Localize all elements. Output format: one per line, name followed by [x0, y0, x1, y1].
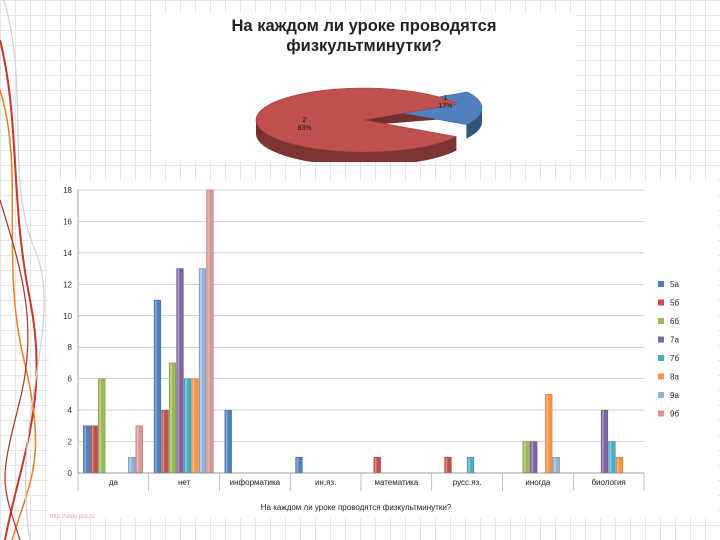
bar-highlight: [155, 300, 157, 473]
bar-highlight: [207, 190, 210, 473]
bar-highlight: [468, 457, 470, 473]
bar-highlight: [296, 457, 299, 473]
legend-label: 8а: [670, 373, 679, 382]
legend-swatch-5а: [658, 281, 664, 287]
legend-swatch-8а: [658, 373, 664, 380]
legend-label: 9б: [670, 410, 679, 419]
legend-label: 6б: [670, 317, 679, 326]
bar-highlight: [99, 379, 101, 473]
x-tick-label: биология: [592, 478, 626, 487]
legend-swatch-7б: [658, 355, 664, 361]
bar-highlight: [177, 269, 180, 473]
bar-chart-panel: 0 2 4 6 8 10 12 14 16 18 да нет информатика ин.яз. мат…: [48, 180, 718, 518]
pie-slice-2: [255, 87, 459, 153]
legend-swatch-6б: [658, 318, 664, 324]
x-tick-label: информатика: [230, 478, 281, 487]
x-tick-label: ин.яз.: [315, 478, 336, 487]
y-tick-label: 8: [68, 343, 73, 352]
pie-label-2: 2: [303, 117, 307, 124]
bar-highlight: [129, 457, 131, 473]
y-tick-label: 16: [63, 217, 72, 226]
bar-highlight: [602, 410, 604, 473]
pie-label-1: 1: [443, 95, 447, 102]
bar-highlight: [445, 457, 448, 473]
decorative-swirl: [0, 0, 45, 540]
bar-chart: 0 2 4 6 8 10 12 14 16 18 да нет информатика ин.яз. мат…: [63, 186, 679, 491]
bar-highlight: [553, 457, 556, 473]
bar-highlight: [91, 426, 94, 473]
pie-slice-side-2: [256, 120, 457, 162]
legend-label: 5а: [670, 280, 679, 289]
y-tick-label: 6: [68, 375, 73, 384]
bar-highlight: [617, 457, 619, 473]
legend-label: 7а: [670, 336, 679, 345]
x-tick-label: русс.яз.: [453, 478, 482, 487]
legend-swatch-5б: [658, 299, 664, 306]
x-tick-label: иногда: [525, 478, 551, 487]
y-tick-label: 2: [68, 438, 73, 447]
bar-highlight: [374, 457, 377, 473]
y-tick-label: 4: [68, 406, 73, 415]
pie-value-label-2: 83%: [298, 125, 312, 132]
y-tick-label: 18: [63, 186, 72, 195]
x-tick-label: математика: [374, 478, 418, 487]
pie-title: На каждом ли уроке проводятся физкультми…: [231, 17, 497, 55]
x-tick-label: да: [109, 478, 119, 487]
bar-highlight: [185, 379, 187, 473]
bar-highlight: [84, 426, 86, 473]
bar-highlight: [546, 394, 548, 473]
bar-highlight: [531, 442, 533, 473]
bar-highlight: [200, 269, 202, 473]
bar-highlight: [192, 379, 195, 473]
pie-chart: 117% 283%: [255, 87, 483, 162]
x-axis-title: На каждом ли уроке проводятся физкультми…: [260, 503, 452, 512]
legend-label: 9а: [670, 391, 679, 400]
bar-highlight: [162, 410, 165, 473]
bar-highlight: [170, 363, 172, 473]
y-tick-label: 12: [63, 280, 72, 289]
pie-value-label-1: 17%: [438, 103, 452, 110]
bar-highlight: [609, 442, 612, 473]
y-tick-label: 14: [63, 249, 72, 258]
watermark-url: http://slide.pro.ru: [50, 514, 95, 520]
legend-label: 5б: [670, 299, 679, 308]
legend-label: 7б: [670, 354, 679, 363]
legend-swatch-9б: [658, 410, 664, 417]
bar-highlight: [225, 410, 228, 473]
bar-highlight: [523, 442, 526, 473]
bar-highlight: [136, 426, 139, 473]
legend-swatch-9а: [658, 392, 664, 398]
pie-slice-side-1: [466, 108, 482, 139]
y-tick-label: 10: [63, 312, 72, 321]
pie-chart-panel: На каждом ли уроке проводятся физкультми…: [152, 12, 576, 162]
y-tick-label: 0: [68, 469, 73, 478]
x-tick-label: нет: [178, 478, 191, 487]
legend-swatch-7а: [658, 336, 664, 343]
